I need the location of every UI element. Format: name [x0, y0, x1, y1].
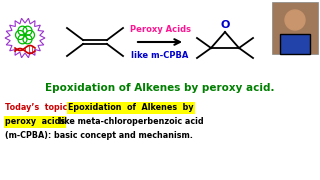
Text: Epoxidation of Alkenes by peroxy acid.: Epoxidation of Alkenes by peroxy acid. [45, 83, 275, 93]
FancyBboxPatch shape [280, 34, 310, 54]
Circle shape [285, 10, 305, 30]
Text: O: O [220, 20, 230, 30]
Text: like m-CPBA: like m-CPBA [131, 51, 189, 60]
Text: Peroxy Acids: Peroxy Acids [130, 26, 190, 35]
Polygon shape [5, 18, 45, 58]
Text: (m-CPBA): basic concept and mechanism.: (m-CPBA): basic concept and mechanism. [5, 132, 193, 141]
Text: like meta-chloroperbenzoic acid: like meta-chloroperbenzoic acid [56, 118, 204, 127]
Text: Epoxidation  of  Alkenes  by: Epoxidation of Alkenes by [68, 103, 194, 112]
FancyBboxPatch shape [272, 2, 318, 54]
Text: peroxy  acids: peroxy acids [5, 118, 65, 127]
Text: Today’s  topic:: Today’s topic: [5, 103, 70, 112]
